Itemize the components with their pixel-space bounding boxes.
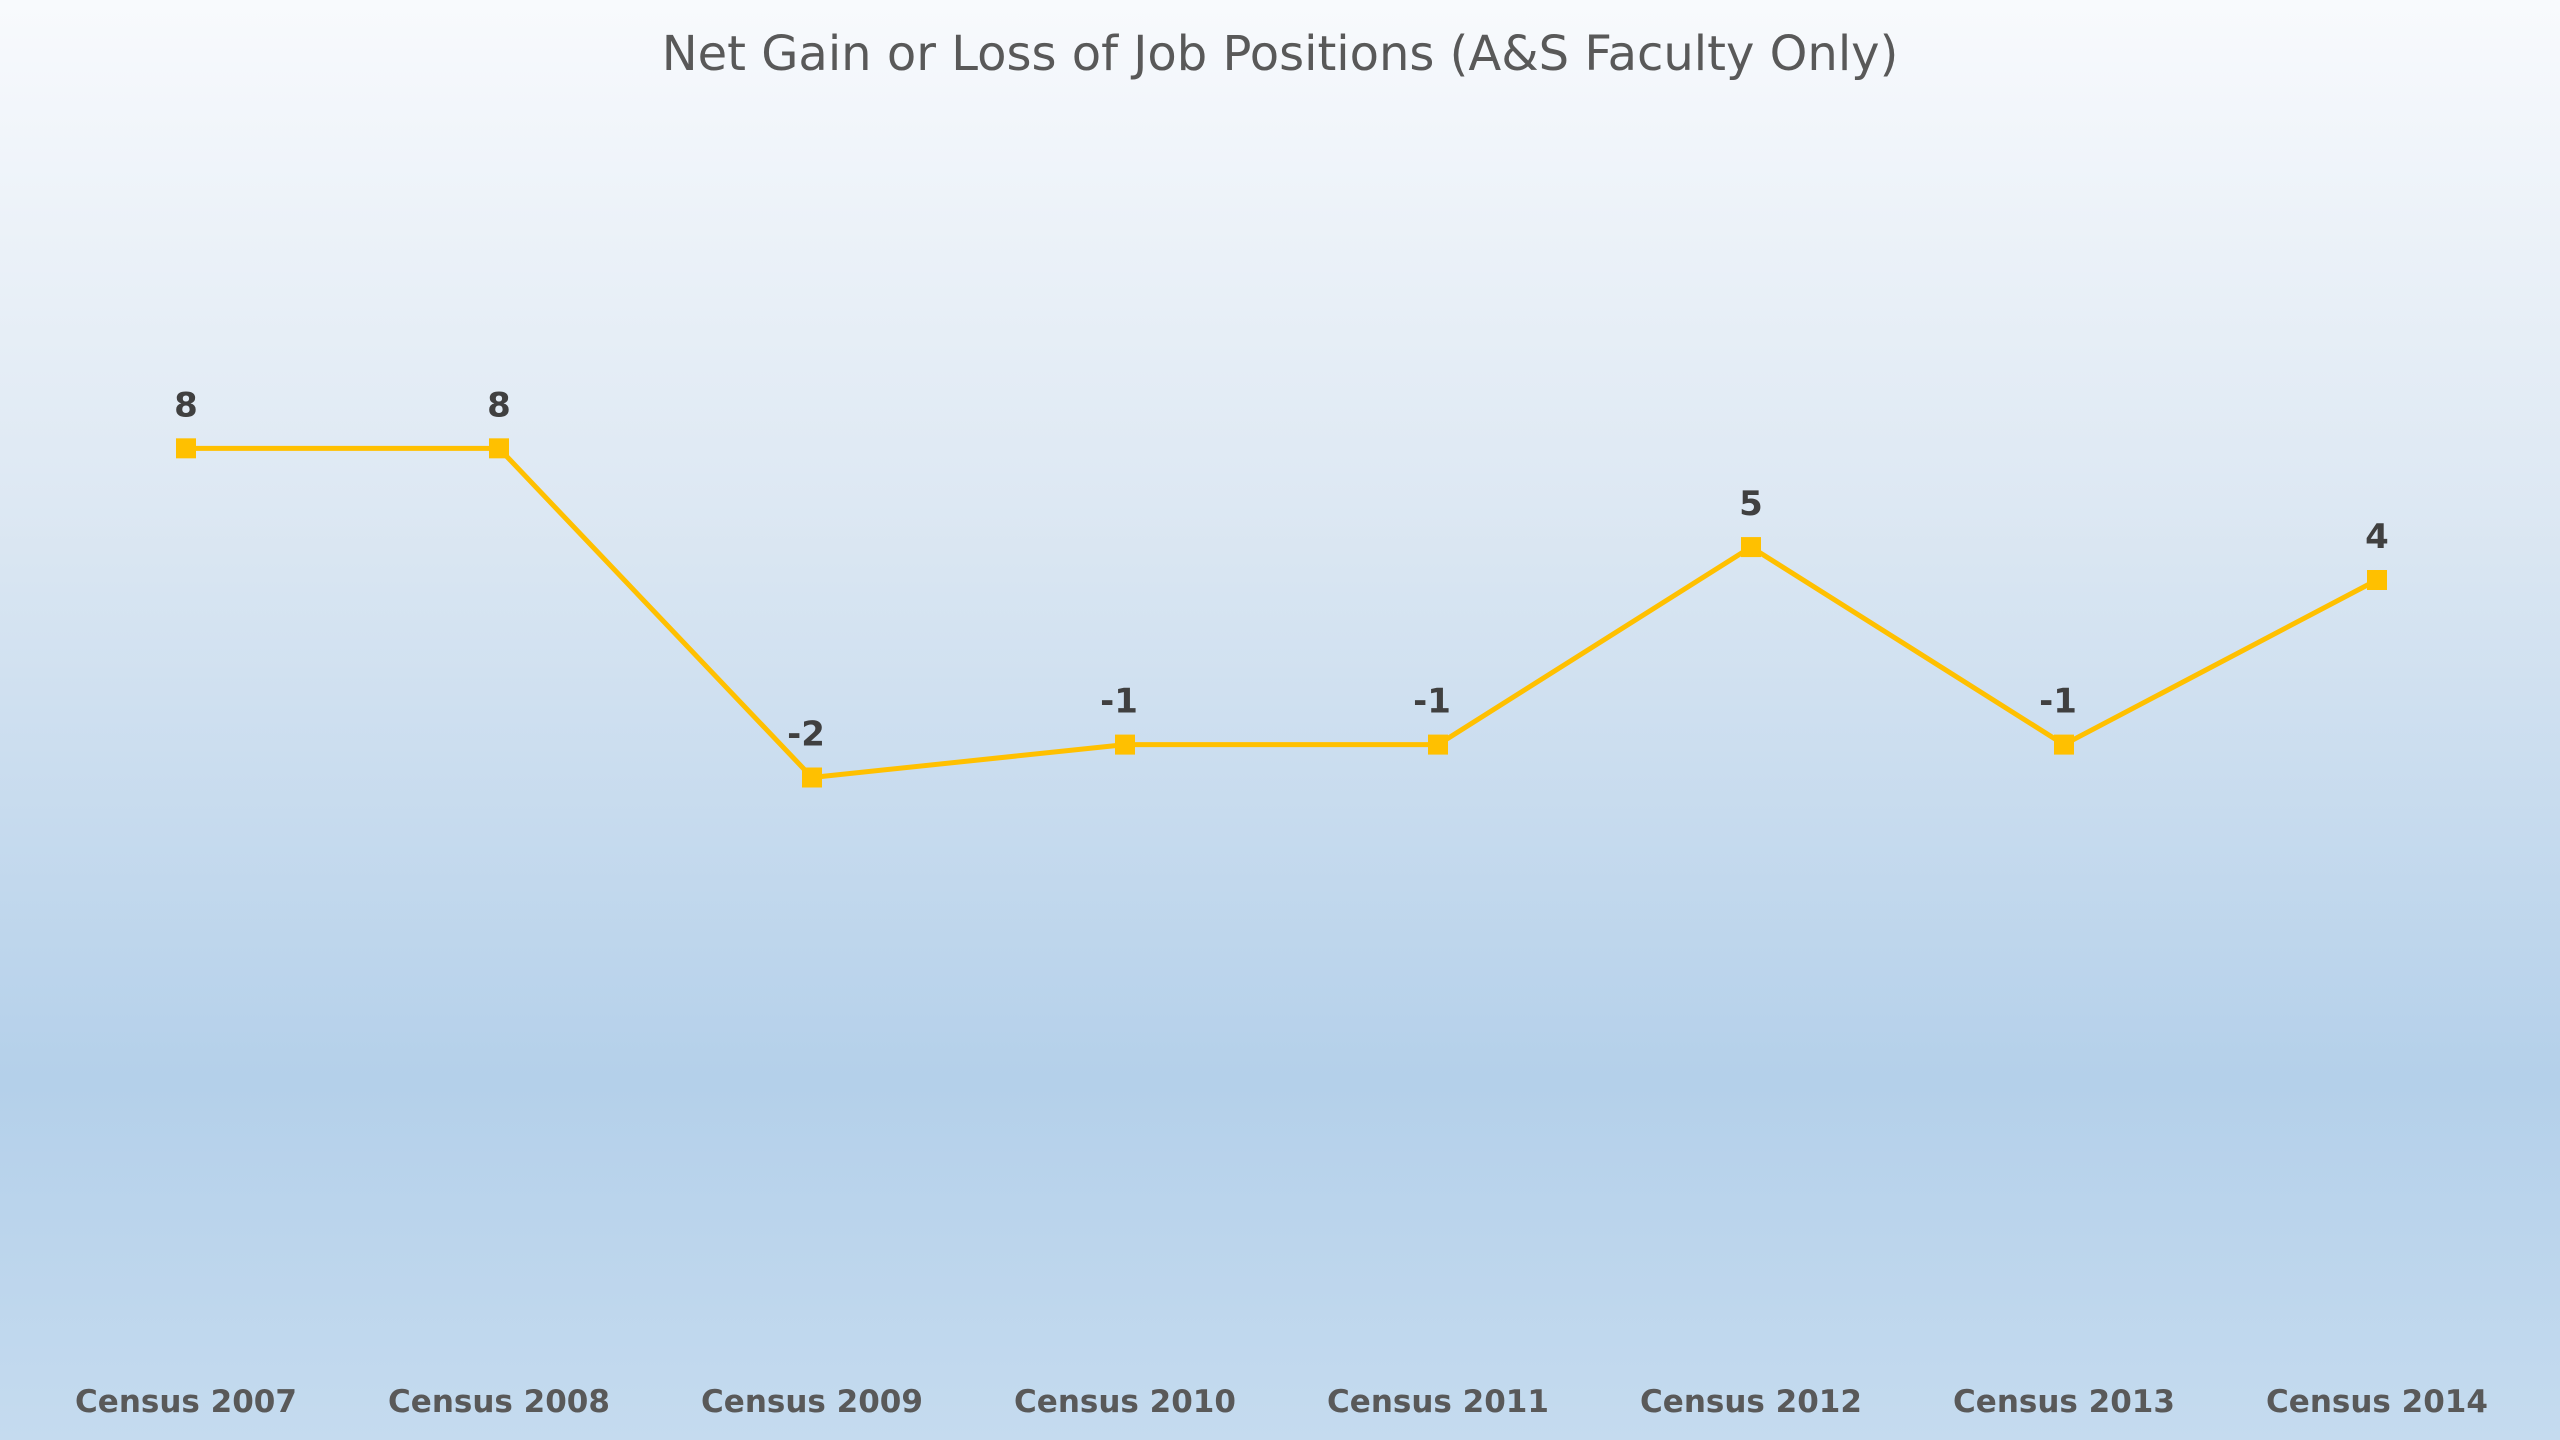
data-label: 5: [1739, 484, 1763, 524]
data-label: -1: [1413, 682, 1451, 722]
x-tick-label: Census 2012: [1640, 1384, 1862, 1420]
data-point-marker: [2367, 570, 2387, 590]
data-label: -1: [1100, 682, 1138, 722]
data-label: 8: [487, 385, 511, 425]
x-tick-label: Census 2007: [75, 1384, 297, 1420]
data-label: 4: [2365, 517, 2389, 557]
chart-title: Net Gain or Loss of Job Positions (A&S F…: [661, 26, 1899, 82]
data-point-marker: [489, 438, 509, 459]
data-label: 8: [174, 385, 198, 425]
data-point-marker: [1428, 734, 1448, 755]
x-tick-label: Census 2013: [1953, 1384, 2175, 1420]
series-line: [186, 445, 2379, 780]
data-label: -2: [787, 715, 825, 755]
x-tick-label: Census 2011: [1327, 1384, 1549, 1420]
data-point-marker: [1741, 537, 1761, 558]
data-point-marker: [176, 438, 196, 459]
x-tick-label: Census 2008: [388, 1384, 610, 1420]
x-tick-label: Census 2009: [701, 1384, 923, 1420]
data-point-marker: [1115, 734, 1135, 755]
x-tick-label: Census 2010: [1014, 1384, 1236, 1420]
data-label: -1: [2039, 682, 2077, 722]
x-tick-label: Census 2014: [2266, 1384, 2488, 1420]
data-point-marker: [802, 767, 822, 788]
data-point-marker: [2054, 734, 2074, 755]
